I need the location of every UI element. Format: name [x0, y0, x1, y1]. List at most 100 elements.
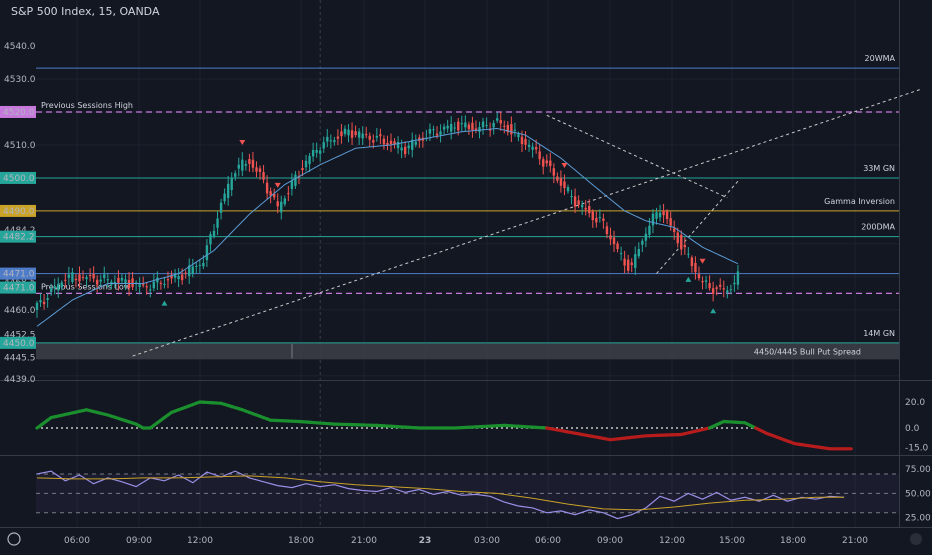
candle-body — [616, 244, 618, 250]
candle-body — [333, 140, 335, 142]
candle-body — [376, 136, 378, 138]
candle-body — [142, 284, 144, 285]
candle-body — [117, 278, 119, 283]
candle-body — [238, 165, 240, 169]
candle-body — [337, 136, 339, 138]
candle-body — [262, 172, 264, 180]
candle-body — [439, 131, 441, 134]
candle-body — [556, 176, 558, 180]
candle-body — [305, 161, 307, 167]
x-tick-label: 23 — [419, 536, 432, 546]
candle-body — [698, 274, 700, 278]
candle-body — [415, 142, 417, 145]
candle-body — [397, 142, 399, 148]
candle-body — [149, 289, 151, 290]
candle-body — [400, 148, 402, 151]
candle-body — [160, 283, 162, 284]
candle-body — [199, 265, 201, 266]
candle-body — [531, 147, 533, 150]
candle-body — [323, 142, 325, 148]
candle-body — [546, 160, 548, 163]
candle-body — [315, 150, 317, 153]
candle-body — [43, 302, 45, 304]
candle-body — [46, 298, 48, 300]
candle-body — [726, 290, 728, 292]
rsi-tick-label: 50.00 — [905, 489, 931, 499]
time-axis-corner — [0, 528, 36, 550]
candle-body — [623, 259, 625, 266]
x-tick-label: 15:00 — [719, 536, 745, 546]
candle-body — [347, 130, 349, 136]
candle-body — [54, 286, 56, 288]
level-label-14m-gn: 14M GN — [863, 329, 895, 338]
candle-body — [192, 267, 194, 274]
axis-tag-label: 4490.0 — [3, 207, 35, 217]
x-tick-label: 06:00 — [64, 536, 90, 546]
level-label-33m-gn: 33M GN — [863, 164, 895, 173]
candle-body — [652, 214, 654, 226]
candle-body — [195, 266, 197, 267]
candle-body — [209, 234, 211, 244]
candle-body — [365, 134, 367, 135]
x-tick-label: 12:00 — [659, 536, 685, 546]
candle-body — [408, 146, 410, 149]
candle-body — [89, 275, 91, 276]
candle-body — [287, 193, 289, 194]
candle-body — [36, 303, 38, 310]
candle-body — [694, 263, 696, 272]
auto-scale-icon — [910, 533, 922, 545]
candle-body — [266, 183, 268, 194]
oscillator-tick-label: -15.0 — [905, 444, 929, 454]
candle-body — [216, 218, 218, 227]
candle-body — [528, 145, 530, 147]
candle-body — [167, 279, 169, 280]
x-tick-label: 06:00 — [535, 536, 561, 546]
candle-body — [301, 168, 303, 170]
candle-body — [50, 288, 52, 292]
candle-body — [662, 211, 664, 216]
candle-body — [231, 178, 233, 190]
candle-body — [641, 241, 643, 245]
candle-body — [542, 159, 544, 166]
oscillator-tick-label: 20.0 — [905, 398, 925, 408]
candle-body — [627, 260, 629, 271]
candle-body — [96, 280, 98, 285]
chart-title: S&P 500 Index, 15, OANDA — [11, 5, 159, 18]
candle-body — [450, 124, 452, 132]
candle-body — [655, 212, 657, 218]
candle-body — [737, 271, 739, 284]
candle-body — [715, 287, 717, 288]
candle-body — [475, 128, 477, 129]
rsi-tick-label: 75.00 — [905, 465, 931, 475]
x-tick-label: 09:00 — [126, 536, 152, 546]
candle-body — [344, 129, 346, 134]
candle-body — [471, 123, 473, 130]
x-tick-label: 21:00 — [842, 536, 868, 546]
candle-body — [248, 159, 250, 164]
candle-body — [319, 151, 321, 154]
candle-body — [184, 273, 186, 274]
y-tick-label: 4530.0 — [4, 75, 36, 85]
candle-body — [581, 205, 583, 207]
axis-tag-label: 4450.0 — [3, 339, 35, 349]
candle-body — [227, 184, 229, 198]
candle-body — [107, 279, 109, 280]
candle-body — [538, 151, 540, 159]
y-tick-label: 4460.0 — [4, 306, 36, 316]
candle-body — [351, 130, 353, 138]
candle-body — [461, 123, 463, 124]
level-label-20WMA: 20WMA — [865, 54, 896, 63]
y-tick-label: 4445.5 — [4, 354, 36, 364]
candle-body — [485, 125, 487, 126]
candle-body — [280, 202, 282, 213]
candle-body — [294, 175, 296, 186]
candle-body — [560, 178, 562, 186]
oscillator-tick-label: 0.0 — [905, 424, 920, 434]
candle-body — [291, 181, 293, 189]
candle-body — [308, 156, 310, 164]
candle-body — [464, 122, 466, 127]
candle-body — [669, 218, 671, 225]
candle-body — [680, 235, 682, 250]
